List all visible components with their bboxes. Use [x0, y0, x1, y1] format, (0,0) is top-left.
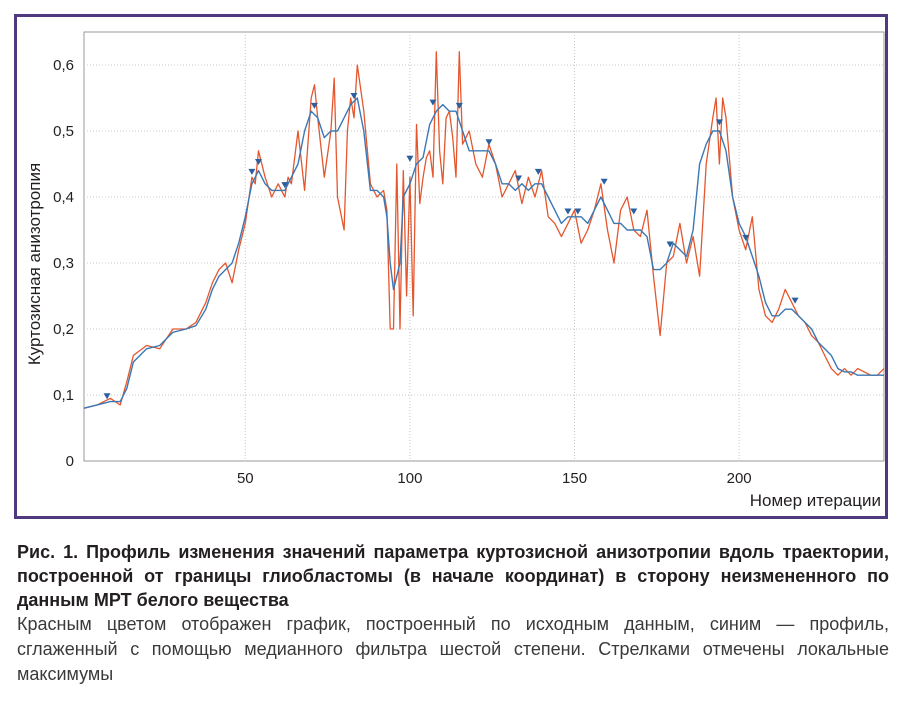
local-maximum-marker	[791, 297, 799, 304]
y-tick-label: 0,2	[53, 321, 74, 338]
x-tick-label: 50	[237, 470, 254, 487]
local-maximum-marker	[630, 208, 638, 215]
local-maximum-marker	[534, 168, 542, 175]
x-tick-label: 150	[562, 470, 587, 487]
y-tick-label: 0,5	[53, 123, 74, 140]
local-maximum-marker	[406, 155, 414, 162]
plot-area	[83, 31, 885, 462]
local-maximum-marker	[310, 102, 318, 109]
local-maximum-marker	[485, 139, 493, 146]
local-maximum-marker	[715, 119, 723, 126]
series-layer	[83, 51, 885, 409]
x-tick-label: 100	[397, 470, 422, 487]
x-axis-label: Номер итерации	[750, 491, 881, 510]
local-maximum-marker	[515, 175, 523, 182]
grid	[84, 32, 884, 461]
local-maximum-marker	[600, 178, 608, 185]
y-tick-label: 0,3	[53, 255, 74, 272]
figure-caption: Рис. 1. Профиль изменения значений парам…	[17, 540, 889, 687]
y-tick-label: 0,4	[53, 189, 74, 206]
chart-frame: 50 100 150 200 0 0,1 0,2 0,3 0,4 0,5 0,6 Куртозисн…	[14, 14, 888, 519]
chart: 50 100 150 200 0 0,1 0,2 0,3 0,4 0,5 0,6 Куртозисн…	[25, 31, 885, 510]
y-tick-label: 0	[66, 453, 74, 470]
caption-title: Рис. 1. Профиль изменения значений парам…	[17, 542, 889, 610]
y-axis-label: Куртозисная анизотропия	[25, 163, 44, 365]
x-tick-label: 200	[727, 470, 752, 487]
local-maximum-marker	[666, 241, 674, 248]
y-tick-label: 0,1	[53, 387, 74, 404]
marker-layer	[103, 93, 799, 400]
local-maximum-marker	[429, 99, 437, 106]
smoothed-profile-line	[83, 97, 884, 409]
y-tick-label: 0,6	[53, 57, 74, 74]
local-maximum-marker	[254, 159, 262, 165]
tick-layer: 50 100 150 200 0 0,1 0,2 0,3 0,4 0,5 0,6	[53, 57, 752, 487]
local-maximum-marker	[103, 393, 111, 400]
local-maximum-marker	[742, 234, 750, 241]
local-maximum-marker	[455, 102, 463, 109]
raw-data-line	[83, 51, 885, 409]
local-maximum-marker	[574, 208, 582, 215]
local-maximum-marker	[281, 182, 289, 189]
local-maximum-marker	[350, 93, 358, 99]
caption-text: Красным цветом отображен график, построе…	[17, 614, 889, 684]
local-maximum-marker	[564, 208, 572, 215]
local-maximum-marker	[248, 168, 256, 175]
